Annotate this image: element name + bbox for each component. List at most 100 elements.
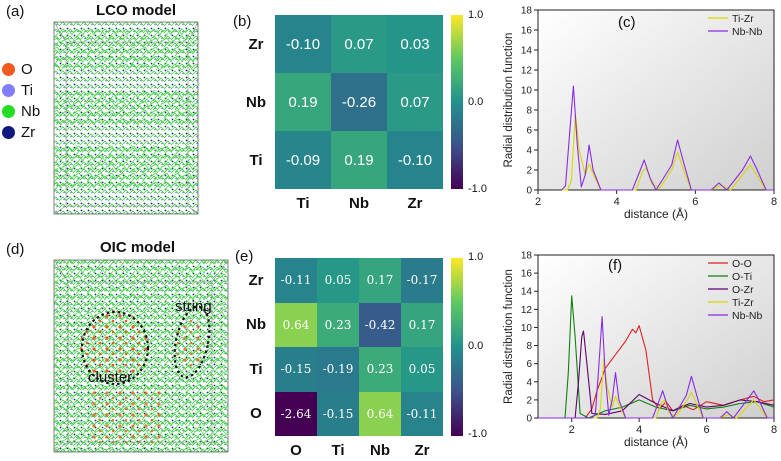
y-tick-label: 18 xyxy=(521,251,533,262)
y-tick-label: 4 xyxy=(526,377,532,388)
colorbar-b-tick-min: -1.0 xyxy=(468,183,487,195)
x-tick-label: 2 xyxy=(535,196,541,208)
lco-model-title: LCO model xyxy=(96,2,177,19)
heatmap-cell: -0.26 xyxy=(331,73,387,131)
colorbar-b-tick-mid: 0.0 xyxy=(468,96,484,108)
y-tick-label: 18 xyxy=(521,6,533,17)
heatmap-row-label: Ti xyxy=(249,360,263,378)
heatmap-row-label: Zr xyxy=(248,271,264,289)
heatmap-cell: -0.11 xyxy=(275,258,317,303)
x-tick-label: 4 xyxy=(614,196,620,208)
string-annotation: string xyxy=(175,298,212,315)
y-axis-label: Radial distribution function xyxy=(503,33,515,168)
y-tick-label: 8 xyxy=(526,106,532,117)
series-line xyxy=(561,113,774,191)
x-tick-label: 8 xyxy=(771,424,777,436)
colorbar-e-tick-min: -1.0 xyxy=(468,428,487,440)
y-tick-label: 12 xyxy=(521,66,533,77)
rdf-plot-f: 0 2 4 6 8 10 12 14 16 18 2 4 6 8 distance (Å) Radial di… xyxy=(503,251,777,450)
heatmap-cell: 0.64 xyxy=(359,391,401,436)
panel-label-c: (c) xyxy=(618,14,636,31)
series-line xyxy=(538,295,775,419)
legend-item-ti: Ti xyxy=(2,82,33,99)
heatmap-column-label: Ti xyxy=(296,194,310,212)
plot-area xyxy=(537,9,775,191)
heatmap-cell: -2.64 xyxy=(275,391,317,436)
oic-model-render xyxy=(53,259,229,453)
legend-label: O-Zr xyxy=(732,284,754,296)
heatmap-row-label: Ti xyxy=(249,151,263,169)
y-axis-label: Radial distribution function xyxy=(503,269,515,404)
oic-model-title: OIC model xyxy=(100,239,176,256)
heatmap-row-label: Nb xyxy=(246,93,266,111)
heatmap-cell: -0.09 xyxy=(275,131,331,189)
heatmap-cell: 0.05 xyxy=(401,347,443,392)
colorbar-e-tick-mid: 0.0 xyxy=(468,340,484,352)
x-tick-label: 8 xyxy=(771,196,777,208)
y-tick-label: 10 xyxy=(521,86,533,97)
panel-label-e: (e) xyxy=(235,248,254,265)
legend-label: Ti-Zr xyxy=(732,297,754,309)
y-tick-label: 10 xyxy=(521,323,533,334)
x-tick-label: 2 xyxy=(569,424,575,436)
legend-label: Nb-Nb xyxy=(732,26,763,38)
legend-label: Ti-Zr xyxy=(732,13,754,25)
heatmap-row-label: O xyxy=(250,405,262,423)
legend-label: O-Ti xyxy=(732,271,752,283)
y-tick-label: 0 xyxy=(526,186,532,197)
y-tick-label: 14 xyxy=(521,46,533,57)
heatmap-column-label: Ti xyxy=(331,441,345,459)
y-tick-label: 14 xyxy=(521,287,533,298)
panel-label-f: (f) xyxy=(608,257,623,274)
heatmap-cell: 0.19 xyxy=(275,73,331,131)
series-line xyxy=(538,330,775,419)
x-axis-label: distance (Å) xyxy=(624,434,688,449)
y-tick-label: 2 xyxy=(526,166,532,177)
colorbar-e xyxy=(451,258,463,436)
x-tick-label: 6 xyxy=(704,424,710,436)
y-tick-label: 12 xyxy=(521,305,533,316)
heatmap-cell: 0.17 xyxy=(359,258,401,303)
legend-item-nb: Nb xyxy=(2,103,40,120)
panel-label-a: (a) xyxy=(6,3,25,20)
heatmap-row-label: Zr xyxy=(248,35,264,53)
x-tick-label: 4 xyxy=(636,424,642,436)
x-tick-label: 6 xyxy=(692,196,698,208)
heatmap-column-label: Zr xyxy=(407,194,423,212)
heatmap-cell: 0.07 xyxy=(387,73,443,131)
panel-label-d: (d) xyxy=(6,241,25,258)
x-axis-label: distance (Å) xyxy=(624,206,688,221)
heatmap-cell: 0.64 xyxy=(275,302,317,347)
heatmap-cell: 0.23 xyxy=(317,302,359,347)
heatmap-cell: -0.42 xyxy=(359,302,401,347)
zr-atom-icon xyxy=(2,126,15,139)
y-tick-label: 8 xyxy=(526,341,532,352)
heatmap-cell: 0.05 xyxy=(317,258,359,303)
heatmap-row-label: Nb xyxy=(246,316,266,334)
heatmap-cell: 0.17 xyxy=(401,302,443,347)
nb-atom-icon xyxy=(2,105,15,118)
heatmap-cell: -0.10 xyxy=(387,131,443,189)
y-tick-label: 0 xyxy=(526,414,532,425)
heatmap-cell: 0.07 xyxy=(331,15,387,73)
heatmap-cell: 0.03 xyxy=(387,15,443,73)
y-tick-label: 6 xyxy=(526,359,532,370)
heatmap-cell: -0.15 xyxy=(275,347,317,392)
lco-model-render xyxy=(53,21,199,215)
legend-item-o: O xyxy=(2,61,33,78)
colorbar-e-tick-max: 1.0 xyxy=(468,251,484,263)
y-tick-label: 16 xyxy=(521,269,533,280)
heatmap-column-label: Nb xyxy=(370,441,390,459)
heatmap-column-label: Nb xyxy=(349,194,369,212)
heatmap-cell: -0.17 xyxy=(401,258,443,303)
cluster-annotation: cluster xyxy=(88,369,133,386)
o-atom-icon xyxy=(2,63,15,76)
series-line xyxy=(538,316,774,419)
heatmap-column-label: Zr xyxy=(414,441,430,459)
y-tick-label: 4 xyxy=(526,146,532,157)
heatmap-cell: -0.19 xyxy=(317,347,359,392)
heatmap-cell: 0.19 xyxy=(331,131,387,189)
legend-label-nb: Nb xyxy=(21,103,41,120)
heatmap-cell: 0.23 xyxy=(359,347,401,392)
